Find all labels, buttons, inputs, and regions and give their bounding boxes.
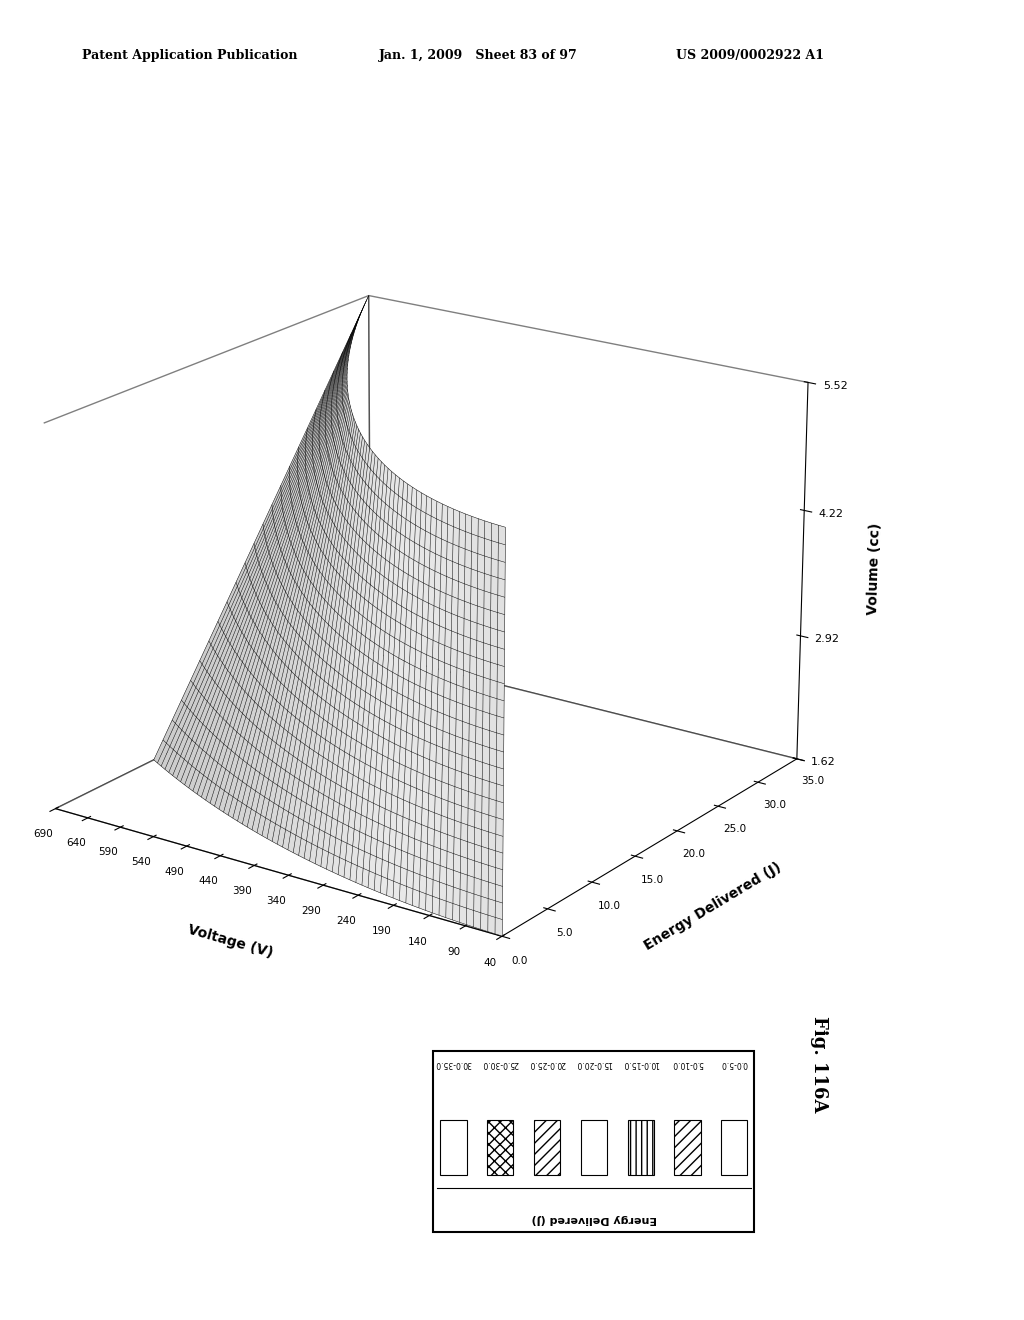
Text: Jan. 1, 2009   Sheet 83 of 97: Jan. 1, 2009 Sheet 83 of 97 (379, 49, 578, 62)
Text: 25.0-30.0: 25.0-30.0 (482, 1059, 518, 1068)
Text: 0.0-5.0: 0.0-5.0 (721, 1059, 748, 1068)
Text: 20.0-25.0: 20.0-25.0 (528, 1059, 565, 1068)
Bar (440, 1119, 467, 1175)
Text: 30.0-35.0: 30.0-35.0 (435, 1059, 472, 1068)
Bar (581, 1119, 607, 1175)
Bar (675, 1119, 700, 1175)
Bar (534, 1119, 560, 1175)
Text: 15.0-20.0: 15.0-20.0 (575, 1059, 612, 1068)
Text: US 2009/0002922 A1: US 2009/0002922 A1 (676, 49, 824, 62)
Bar (487, 1119, 513, 1175)
Text: 10.0-15.0: 10.0-15.0 (623, 1059, 659, 1068)
X-axis label: Voltage (V): Voltage (V) (186, 923, 274, 960)
Bar (628, 1119, 654, 1175)
Text: Fig. 116A: Fig. 116A (810, 1016, 828, 1113)
Text: Patent Application Publication: Patent Application Publication (82, 49, 297, 62)
Bar (721, 1119, 748, 1175)
Text: 5.0-10.0: 5.0-10.0 (672, 1059, 703, 1068)
Y-axis label: Energy Delivered (J): Energy Delivered (J) (642, 859, 784, 953)
Text: Energy Delivered (J): Energy Delivered (J) (531, 1214, 656, 1225)
